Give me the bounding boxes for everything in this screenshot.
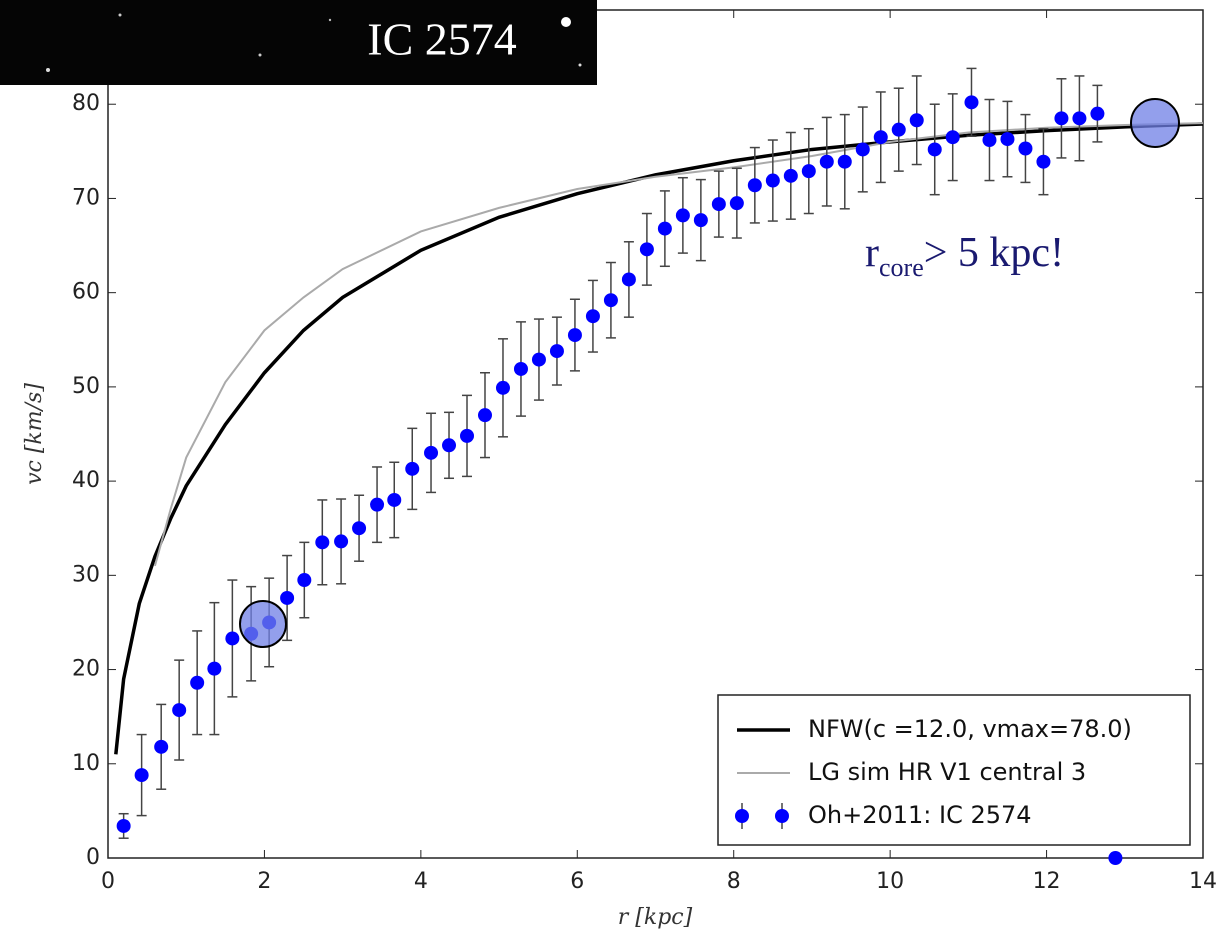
- y-tick-label: 40: [72, 468, 100, 493]
- data-point: [334, 534, 349, 549]
- legend-label: Oh+2011: IC 2574: [808, 801, 1032, 829]
- model-curve: [114, 122, 1204, 755]
- y-tick-label: 70: [72, 185, 100, 210]
- data-point: [621, 272, 636, 287]
- y-tick-label: 30: [72, 562, 100, 587]
- data-point: [424, 445, 439, 460]
- data-point: [837, 154, 852, 169]
- data-point: [639, 242, 654, 257]
- data-point: [405, 461, 420, 476]
- sky-image: [0, 0, 597, 85]
- data-point: [1054, 111, 1069, 126]
- data-point: [675, 208, 690, 223]
- y-axis-label: vc [km/s]: [22, 383, 47, 485]
- data-point: [747, 178, 762, 193]
- data-point: [801, 164, 816, 179]
- star: [561, 17, 571, 27]
- data-point: [711, 197, 726, 212]
- data-point: [352, 521, 367, 536]
- legend-label: LG sim HR V1 central 3: [808, 758, 1086, 786]
- data-point: [567, 328, 582, 343]
- data-point: [693, 213, 708, 228]
- legend-swatch: [735, 809, 749, 823]
- data-point: [549, 344, 564, 359]
- data-point: [495, 380, 510, 395]
- data-point: [370, 497, 385, 512]
- x-axis-label: r [kpc]: [618, 905, 693, 930]
- data-point: [603, 293, 618, 308]
- model-curve: [153, 122, 1204, 567]
- data-point: [315, 535, 330, 550]
- data-point: [1036, 154, 1051, 169]
- y-tick-label: 60: [72, 280, 100, 305]
- star: [328, 18, 332, 22]
- plot-frame: [107, 9, 1204, 859]
- data-point: [585, 309, 600, 324]
- chart-title: IC 2574: [367, 14, 517, 65]
- data-point: [442, 438, 457, 453]
- data-point: [280, 590, 295, 605]
- data-point: [873, 130, 888, 145]
- x-tick-label: 4: [414, 869, 428, 894]
- star: [46, 68, 50, 72]
- annotation: rcore> 5 kpc!: [865, 230, 1064, 282]
- y-tick-label: 50: [72, 374, 100, 399]
- data-point: [172, 703, 187, 718]
- data-point: [765, 173, 780, 188]
- data-point: [513, 361, 528, 376]
- legend-label: NFW(c =12.0, vmax=78.0): [808, 715, 1132, 743]
- y-tick-label: 20: [72, 657, 100, 682]
- legend-swatch: [775, 809, 789, 823]
- data-point: [190, 675, 205, 690]
- header-image: IC 2574: [0, 0, 597, 85]
- data-point: [1000, 132, 1015, 147]
- data-point: [387, 492, 402, 507]
- y-tick-label: 0: [86, 845, 100, 870]
- x-tick-label: 0: [101, 869, 115, 894]
- annotation-main: r: [865, 230, 879, 276]
- highlight-circle: [239, 600, 287, 648]
- data-point: [154, 739, 169, 754]
- highlight-circle: [1130, 98, 1180, 148]
- star: [258, 53, 262, 57]
- x-tick-label: 2: [257, 869, 271, 894]
- x-tick-label: 12: [1033, 869, 1061, 894]
- x-tick-label: 8: [727, 869, 741, 894]
- data-point: [891, 122, 906, 137]
- data-point: [1108, 851, 1123, 865]
- data-point: [116, 818, 131, 833]
- x-tick-label: 14: [1189, 869, 1217, 894]
- data-point: [909, 113, 924, 128]
- data-point: [819, 154, 834, 169]
- data-point: [134, 768, 149, 783]
- data-point: [1018, 141, 1033, 156]
- data-point: [657, 221, 672, 236]
- data-point: [297, 573, 312, 588]
- legend-box: [717, 694, 1191, 846]
- data-point: [1090, 106, 1105, 121]
- data-point: [207, 661, 222, 676]
- data-point: [927, 142, 942, 157]
- star: [578, 63, 582, 67]
- x-tick-label: 10: [876, 869, 904, 894]
- star: [118, 13, 122, 17]
- data-point: [477, 408, 492, 423]
- y-tick-label: 80: [72, 91, 100, 116]
- data-point: [460, 428, 475, 443]
- annotation-sub: core: [879, 253, 924, 282]
- data-point: [945, 130, 960, 145]
- data-point: [531, 352, 546, 367]
- data-point: [729, 196, 744, 211]
- data-point: [1072, 111, 1087, 126]
- data-point: [855, 142, 870, 157]
- y-tick-label: 10: [72, 751, 100, 776]
- x-tick-label: 6: [570, 869, 584, 894]
- data-point: [964, 95, 979, 110]
- data-point: [783, 168, 798, 183]
- annotation-rest: > 5 kpc!: [924, 230, 1064, 276]
- data-point: [225, 631, 240, 646]
- data-point: [982, 133, 997, 148]
